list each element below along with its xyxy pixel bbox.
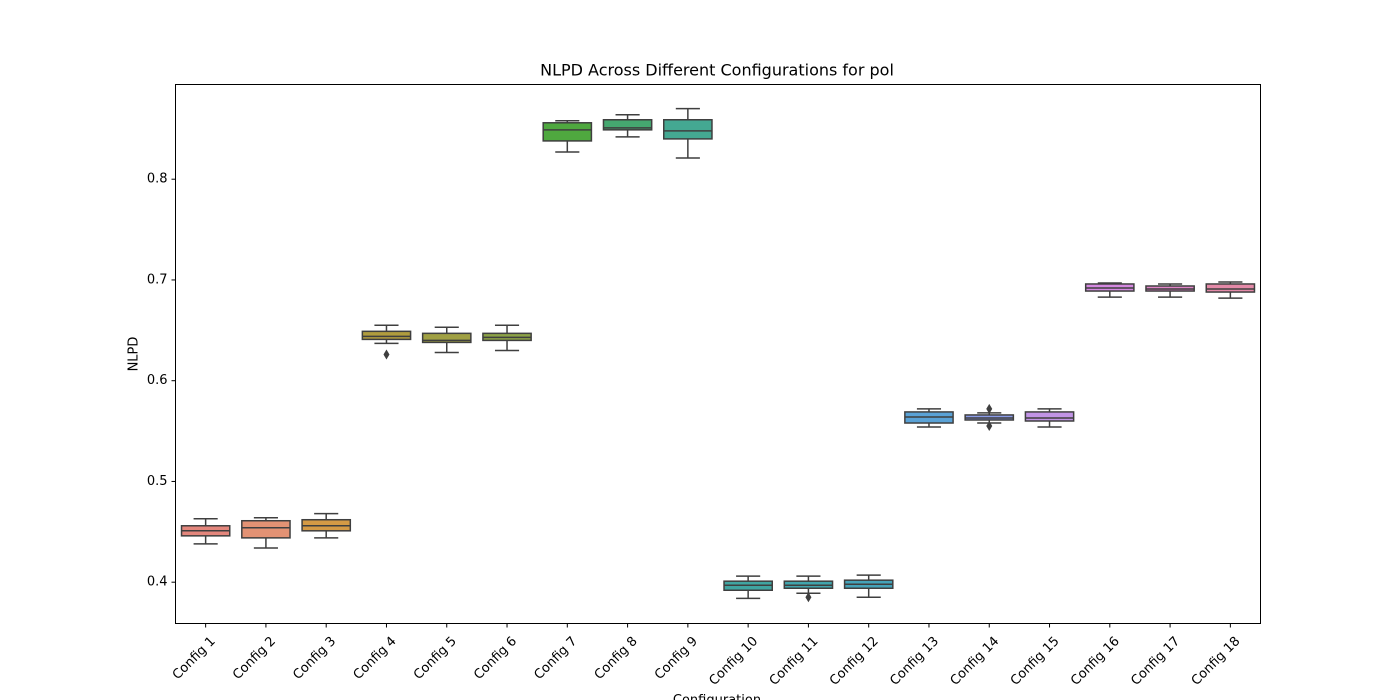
x-tick-label: Config 16 [1068,634,1123,689]
box [421,332,472,344]
chart-title: NLPD Across Different Configurations for… [540,61,894,80]
y-tick-label: 0.7 [147,272,168,287]
outlier [986,421,993,432]
x-tick-label: Config 11 [767,634,822,689]
outlier [805,592,812,603]
x-tick-label: Config 17 [1128,634,1183,689]
box [542,122,593,142]
x-tick-label: Config 8 [592,634,641,683]
x-tick-label: Config 3 [290,634,339,683]
y-axis-label: NLPD [127,337,142,372]
x-tick-label: Config 6 [471,634,520,683]
x-tick-label: Config 4 [351,634,400,683]
y-tick-label: 0.8 [147,172,168,187]
plot-frame [175,84,1261,624]
x-tick-label: Config 15 [1008,634,1063,689]
x-tick-label: Config 2 [230,634,279,683]
outlier [383,349,390,360]
x-tick-label: Config 18 [1189,634,1244,689]
x-tick-label: Config 5 [411,634,460,683]
x-tick-label: Config 9 [652,634,701,683]
outlier [986,403,993,414]
x-tick-label: Config 12 [827,634,882,689]
box [1024,411,1075,422]
x-tick-label: Config 13 [887,634,942,689]
y-tick-label: 0.6 [147,373,168,388]
box [602,119,653,131]
x-tick-label: Config 1 [170,634,219,683]
y-tick-label: 0.4 [147,575,168,590]
box [361,330,412,341]
y-tick-label: 0.5 [147,474,168,489]
x-tick-label: Config 14 [948,634,1003,689]
box [663,119,713,140]
x-axis-label: Configuration [673,693,761,700]
box [1205,283,1256,293]
box [241,519,291,539]
x-tick-label: Config 7 [531,634,580,683]
x-tick-label: Config 10 [706,634,761,689]
